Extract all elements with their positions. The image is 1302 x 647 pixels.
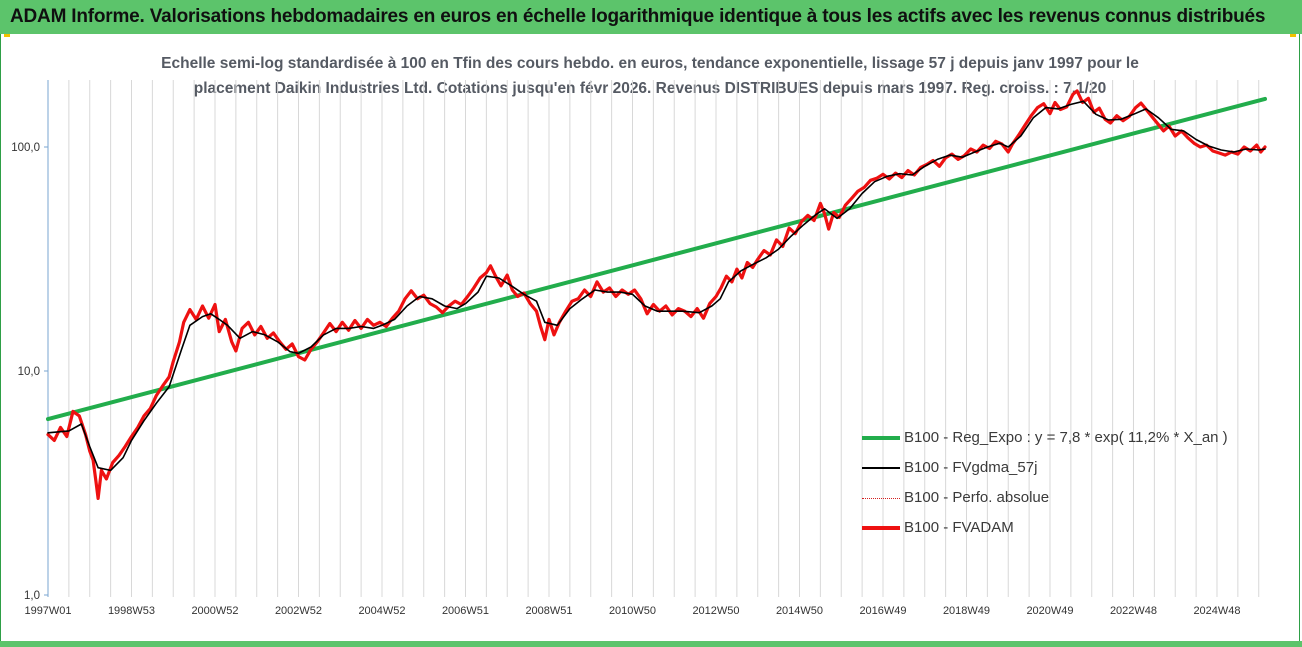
x-tick-label: 2000W52: [191, 605, 238, 617]
chart-legend: B100 - Reg_Expo : y = 7,8 * exp( 11,2% *…: [860, 426, 1280, 546]
legend-swatch-perfo: [862, 498, 900, 499]
legend-label-fvgdma: B100 - FVgdma_57j: [904, 459, 1038, 476]
x-tick-label: 2018W49: [943, 605, 990, 617]
x-tick-label: 2004W52: [358, 605, 405, 617]
legend-label-fvadam: B100 - FVADAM: [904, 519, 1014, 536]
series-line-fvgdma: [47, 100, 1266, 472]
title-banner: ADAM Informe. Valorisations hebdomadaire…: [0, 0, 1302, 34]
x-tick-label: 2010W50: [609, 605, 656, 617]
y-tick-label: 100,0: [11, 142, 40, 154]
legend-item-fvadam: B100 - FVADAM: [860, 516, 1280, 546]
legend-label-regression: B100 - Reg_Expo : y = 7,8 * exp( 11,2% *…: [904, 429, 1228, 446]
x-tick-label: 2022W48: [1110, 605, 1157, 617]
legend-swatch-regression: [862, 436, 900, 440]
chart-subtitle-line1: Echelle semi-log standardisée à 100 en T…: [161, 55, 1139, 72]
x-tick-label: 2016W49: [859, 605, 906, 617]
plot-area: [6, 40, 1296, 640]
series-line-perfo: [47, 100, 1266, 471]
corner-mark-left: [4, 34, 10, 37]
legend-swatch-fvadam: [862, 526, 900, 530]
series-line-regression: [46, 96, 1267, 422]
x-tick-label: 2012W50: [692, 605, 739, 617]
x-tick-label: 2024W48: [1193, 605, 1240, 617]
legend-item-regression: B100 - Reg_Expo : y = 7,8 * exp( 11,2% *…: [860, 426, 1280, 456]
x-tick-label: 2020W49: [1026, 605, 1073, 617]
banner-title: ADAM Informe. Valorisations hebdomadaire…: [10, 6, 1266, 27]
legend-item-fvgdma: B100 - FVgdma_57j: [860, 456, 1280, 486]
x-tick-label: 1997W01: [24, 605, 71, 617]
series-line-fvadam: [46, 89, 1267, 500]
corner-mark-right: [1290, 34, 1296, 37]
x-tick-label: 2008W51: [525, 605, 572, 617]
legend-swatch-fvgdma: [862, 467, 900, 469]
x-tick-label: 2014W50: [776, 605, 823, 617]
x-tick-label: 2006W51: [442, 605, 489, 617]
legend-label-perfo: B100 - Perfo. absolue: [904, 489, 1050, 506]
legend-item-perfo: B100 - Perfo. absolue: [860, 486, 1280, 516]
chart-subtitle-line2: placement Daikin Industries Ltd. Cotatio…: [193, 80, 1107, 97]
y-tick-label: 1,0: [24, 590, 40, 602]
x-tick-label: 2002W52: [275, 605, 322, 617]
x-tick-label: 1998W53: [108, 605, 155, 617]
bottom-bar: [0, 641, 1302, 647]
y-tick-label: 10,0: [18, 366, 40, 378]
